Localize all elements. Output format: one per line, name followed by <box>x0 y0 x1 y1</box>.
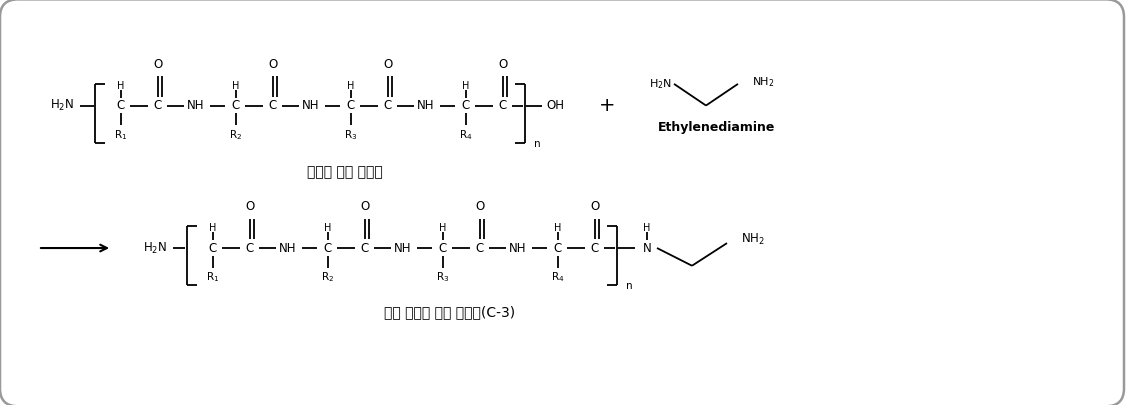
Text: H: H <box>232 81 240 91</box>
Text: C: C <box>438 241 447 254</box>
Text: R$_1$: R$_1$ <box>114 128 127 142</box>
Text: C: C <box>208 241 218 254</box>
Text: C: C <box>384 99 392 112</box>
Text: NH: NH <box>302 99 320 112</box>
Text: C: C <box>476 241 485 254</box>
Text: R$_4$: R$_4$ <box>459 128 472 142</box>
Text: C: C <box>323 241 332 254</box>
Text: C: C <box>499 99 507 112</box>
Text: C: C <box>591 241 600 254</box>
Text: C: C <box>232 99 240 112</box>
Text: NH: NH <box>417 99 435 112</box>
Text: O: O <box>268 58 277 71</box>
Text: H: H <box>554 224 561 233</box>
Text: NH: NH <box>394 241 411 254</box>
Text: NH$_2$: NH$_2$ <box>742 232 765 247</box>
Text: H: H <box>117 81 125 91</box>
Text: C: C <box>117 99 125 112</box>
Text: R$_2$: R$_2$ <box>230 128 242 142</box>
Text: O: O <box>476 200 485 213</box>
Text: R$_3$: R$_3$ <box>345 128 357 142</box>
Text: C: C <box>246 241 254 254</box>
Text: R$_4$: R$_4$ <box>551 271 565 284</box>
Text: C: C <box>361 241 370 254</box>
Text: NH$_2$: NH$_2$ <box>752 75 774 89</box>
Text: H$_2$N: H$_2$N <box>143 241 167 256</box>
Text: C: C <box>154 99 162 112</box>
Text: OH: OH <box>545 99 564 112</box>
Text: NH: NH <box>187 99 205 112</box>
Text: +: + <box>598 96 615 115</box>
Text: n: n <box>534 139 541 149</box>
Text: R$_1$: R$_1$ <box>206 271 220 284</box>
Text: H$_2$N: H$_2$N <box>649 77 672 91</box>
Text: H: H <box>210 224 216 233</box>
Text: H: H <box>440 224 446 233</box>
Text: n: n <box>625 281 632 291</box>
Text: O: O <box>246 200 255 213</box>
Text: O: O <box>361 200 370 213</box>
Text: C: C <box>347 99 355 112</box>
Text: 단백질 가수 분해물: 단백질 가수 분해물 <box>308 165 383 179</box>
Text: O: O <box>591 200 600 213</box>
Text: C: C <box>269 99 277 112</box>
Text: R$_2$: R$_2$ <box>321 271 335 284</box>
Text: NH: NH <box>509 241 526 254</box>
Text: 변성 단백질 가수 분해물(C-3): 변성 단백질 가수 분해물(C-3) <box>384 305 515 319</box>
Text: O: O <box>498 58 507 71</box>
Text: C: C <box>462 99 470 112</box>
Text: O: O <box>153 58 162 71</box>
Text: Ethylenediamine: Ethylenediamine <box>658 121 775 134</box>
Text: N: N <box>642 241 651 254</box>
Text: H: H <box>462 81 470 91</box>
Text: H: H <box>644 224 650 233</box>
Text: NH: NH <box>279 241 296 254</box>
Text: H$_2$N: H$_2$N <box>50 98 74 113</box>
Text: H: H <box>347 81 355 91</box>
Text: H: H <box>325 224 331 233</box>
Text: C: C <box>553 241 562 254</box>
Text: O: O <box>383 58 392 71</box>
Text: R$_3$: R$_3$ <box>436 271 450 284</box>
